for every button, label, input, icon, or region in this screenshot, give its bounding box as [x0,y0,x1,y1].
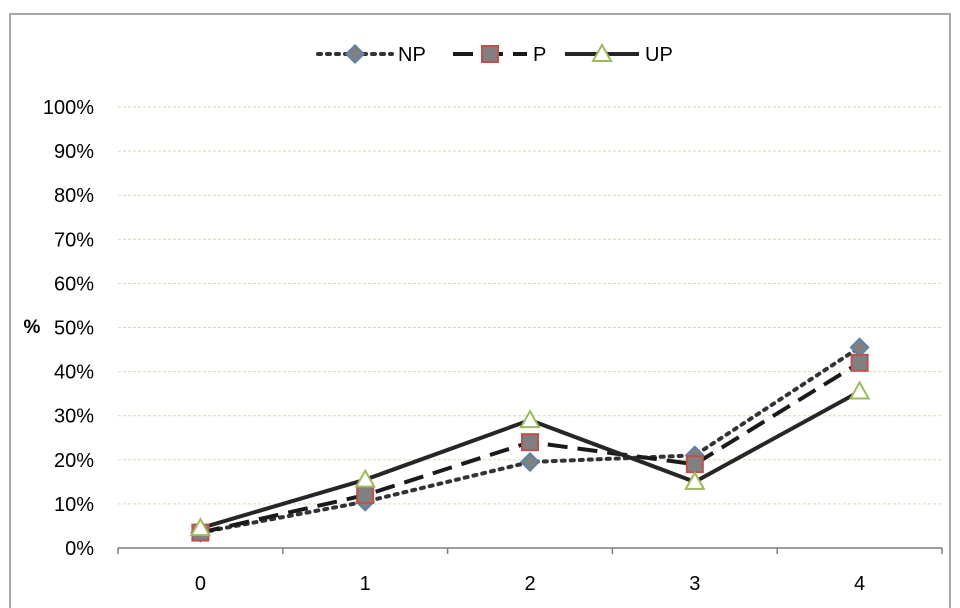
data-point-up [189,517,212,537]
legend-marker [591,42,613,62]
legend-label: NP [398,44,426,66]
y-tick-label: 50% [54,318,94,340]
x-tick-label: 1 [360,573,371,595]
legend-item-np: NP [316,43,426,66]
y-tick-label: 40% [54,362,94,384]
y-axis-label: % [24,317,41,338]
data-point-up [848,380,871,400]
y-tick-label: 10% [54,494,94,516]
y-tick-label: 80% [54,185,94,207]
legend-item-up: UP [565,42,673,66]
data-point-p [521,433,539,452]
y-tick-label: 100% [43,97,94,119]
legend-item-p: P [453,44,546,66]
data-point-p [850,353,869,372]
data-point-up [354,468,376,488]
legend-marker [344,43,366,65]
x-tick-label: 0 [195,573,206,595]
y-tick-label: 90% [54,141,94,163]
data-point-up [684,470,706,490]
data-point-up [519,409,541,429]
y-tick-label: 20% [54,450,94,472]
data-point-np [519,451,541,473]
legend-label: P [533,44,546,66]
x-tick-label: 3 [689,573,700,595]
gridlines [118,106,942,505]
x-tick-label: 4 [854,573,865,595]
legend: NP P UP [316,42,673,66]
data-point-p [685,455,704,474]
chart-border [9,13,951,608]
series-markers [189,337,871,543]
data-point-p [356,486,375,505]
axes: 0% 10% 20% 30% 40% 50% 60% 70% 80% 90% 100% 0 1 2 3 4 [43,97,943,595]
y-tick-label: 30% [54,406,94,428]
legend-label: UP [645,44,673,66]
x-tick-label: 2 [524,573,535,595]
y-tick-label: 0% [65,538,94,560]
y-tick-label: 60% [54,273,94,295]
legend-marker [481,45,499,63]
y-tick-label: 70% [54,229,94,251]
